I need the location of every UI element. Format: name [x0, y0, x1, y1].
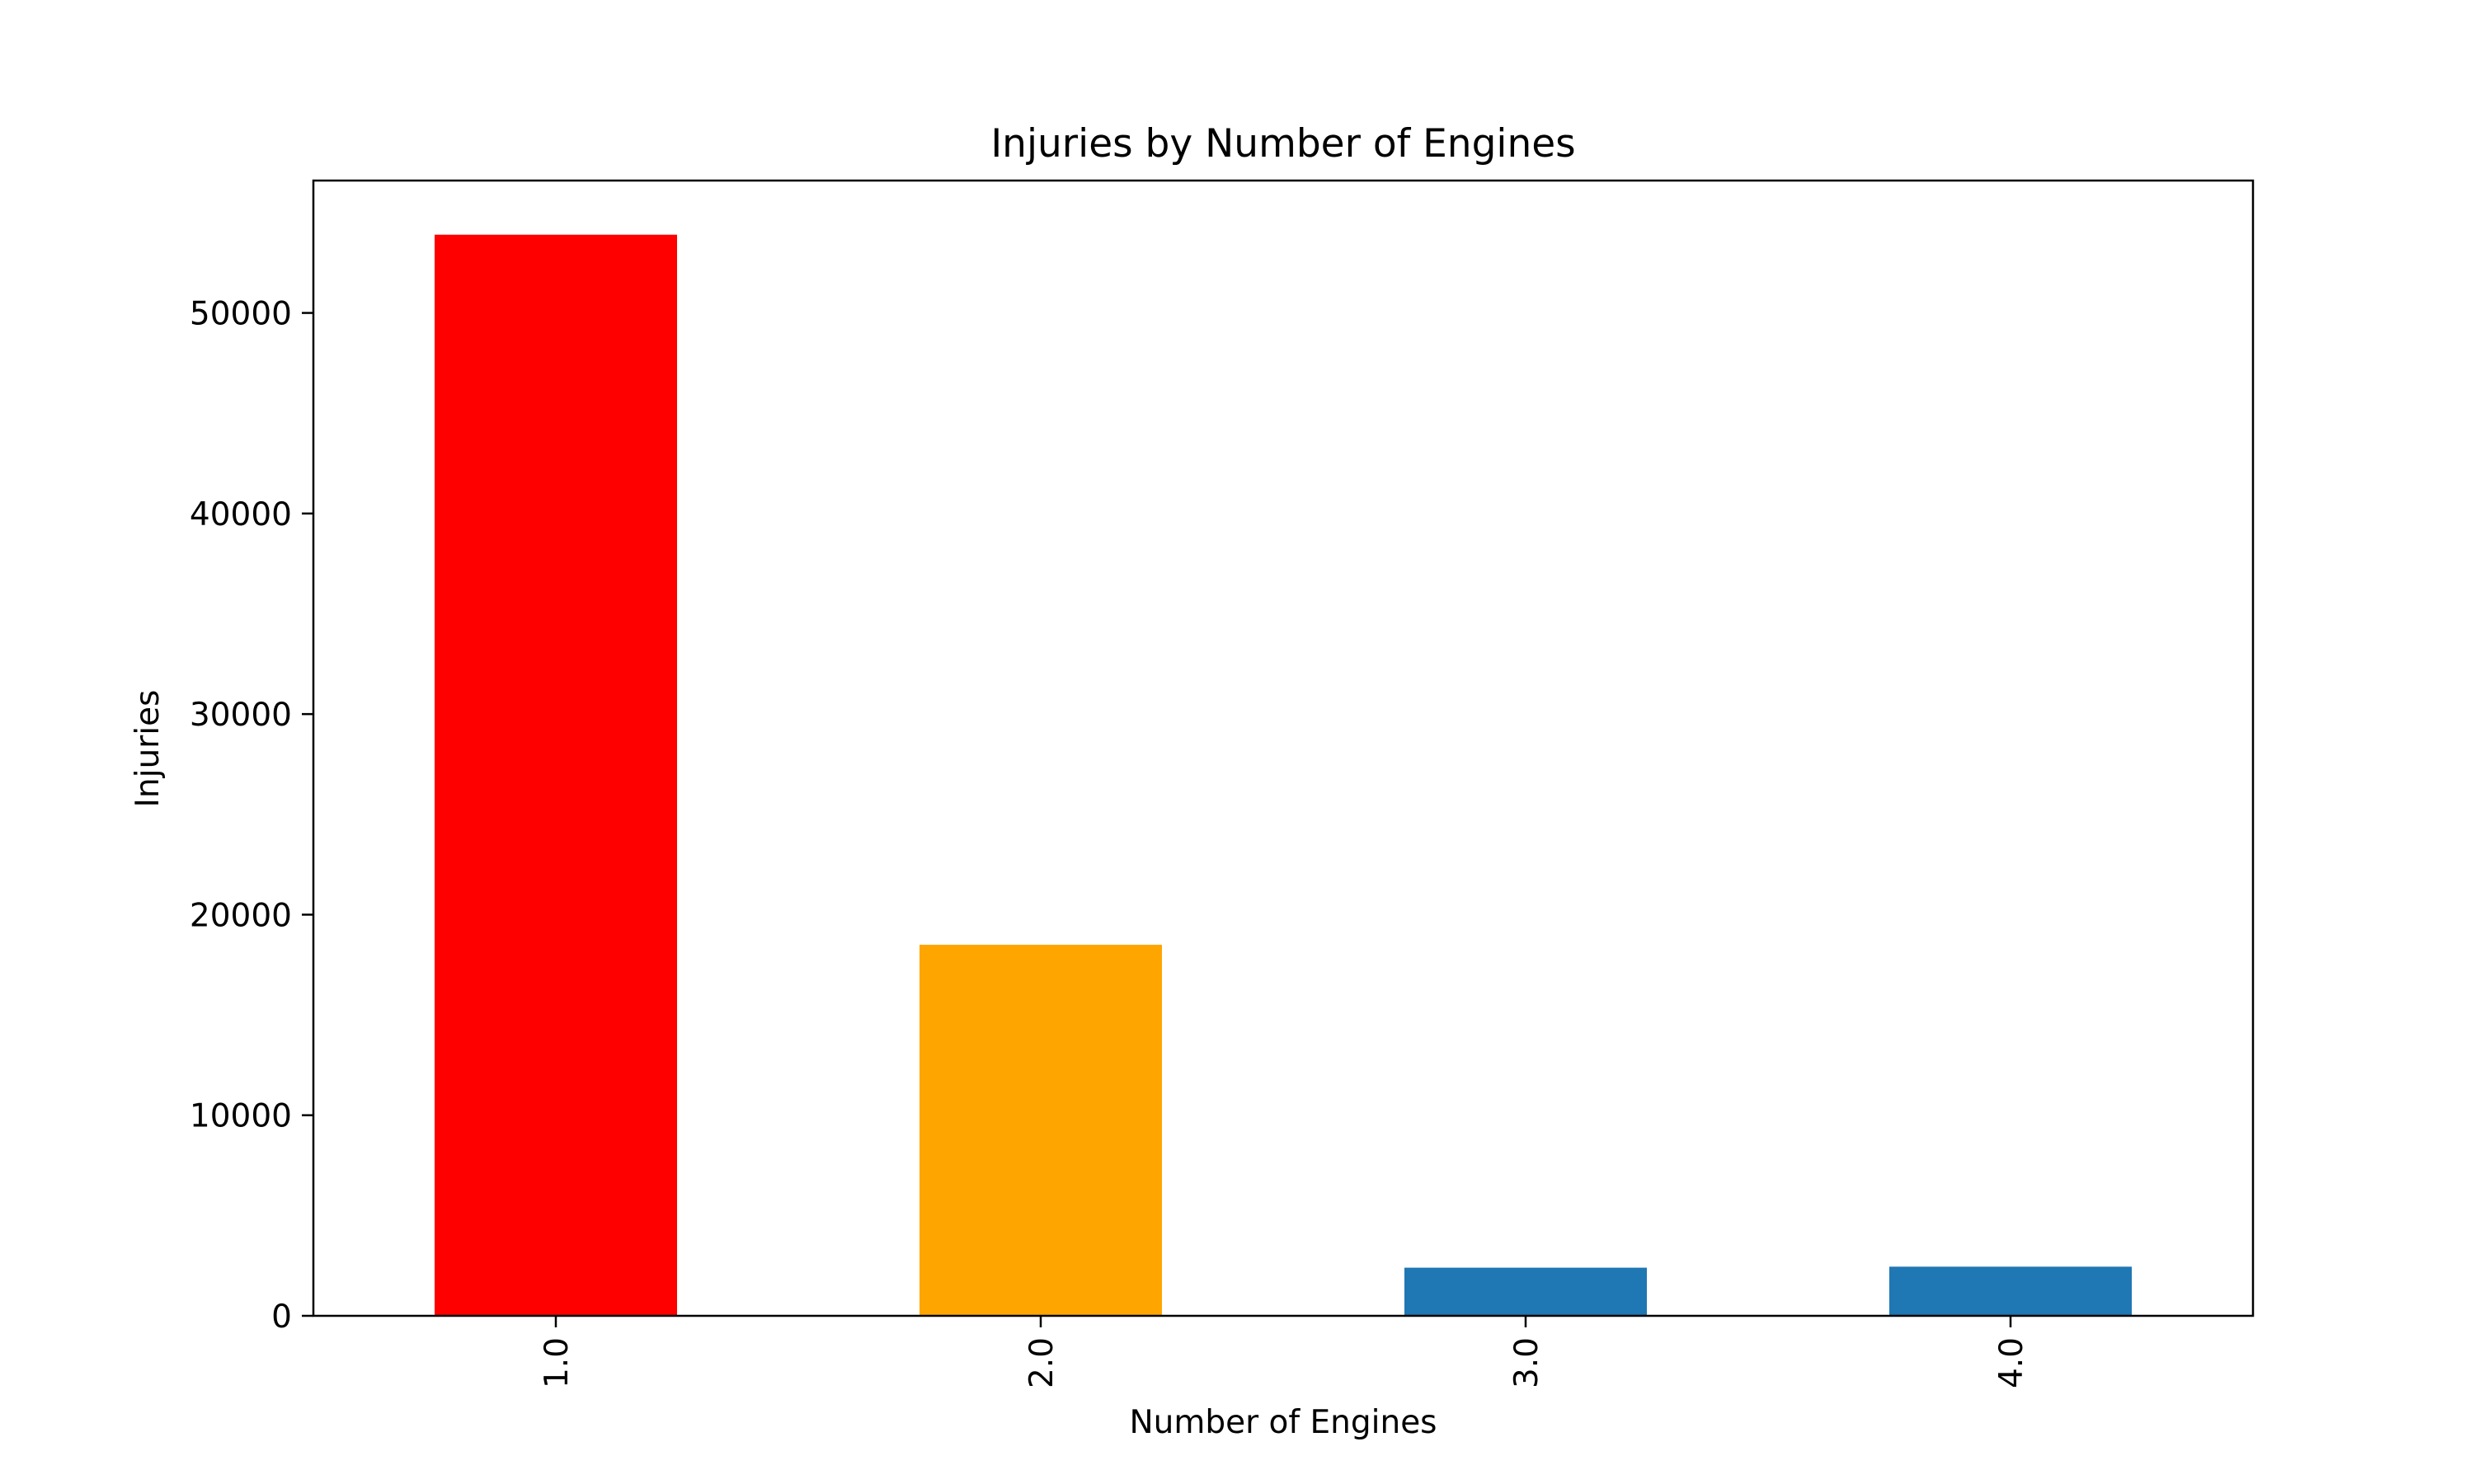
y-tick-label: 10000: [190, 1098, 292, 1135]
y-tick-label: 0: [271, 1298, 292, 1336]
x-tick-label: 4.0: [1993, 1337, 2030, 1388]
bar-3.0: [1404, 1267, 1647, 1316]
bar-4.0: [1889, 1266, 2132, 1316]
bar-1.0: [435, 234, 677, 1317]
x-tick-label: 2.0: [1023, 1337, 1061, 1388]
x-tick-label: 3.0: [1508, 1337, 1545, 1388]
bar-2.0: [920, 944, 1162, 1316]
y-tick-label: 50000: [190, 296, 292, 333]
y-axis-label: Injuries: [129, 690, 167, 808]
y-tick-label: 20000: [190, 897, 292, 934]
plot-frame: [312, 179, 2255, 1317]
y-tick-label: 30000: [190, 697, 292, 734]
chart-title: Injuries by Number of Engines: [990, 121, 1575, 167]
y-axis: 0 10000 20000 30000 40000 50000: [190, 296, 313, 1336]
x-axis: 1.0 2.0 3.0 4.0: [539, 1316, 2030, 1388]
bars-layer: [435, 234, 2132, 1317]
x-axis-label: Number of Engines: [1129, 1404, 1437, 1441]
x-tick-label: 1.0: [539, 1337, 576, 1388]
y-tick-label: 40000: [190, 496, 292, 533]
